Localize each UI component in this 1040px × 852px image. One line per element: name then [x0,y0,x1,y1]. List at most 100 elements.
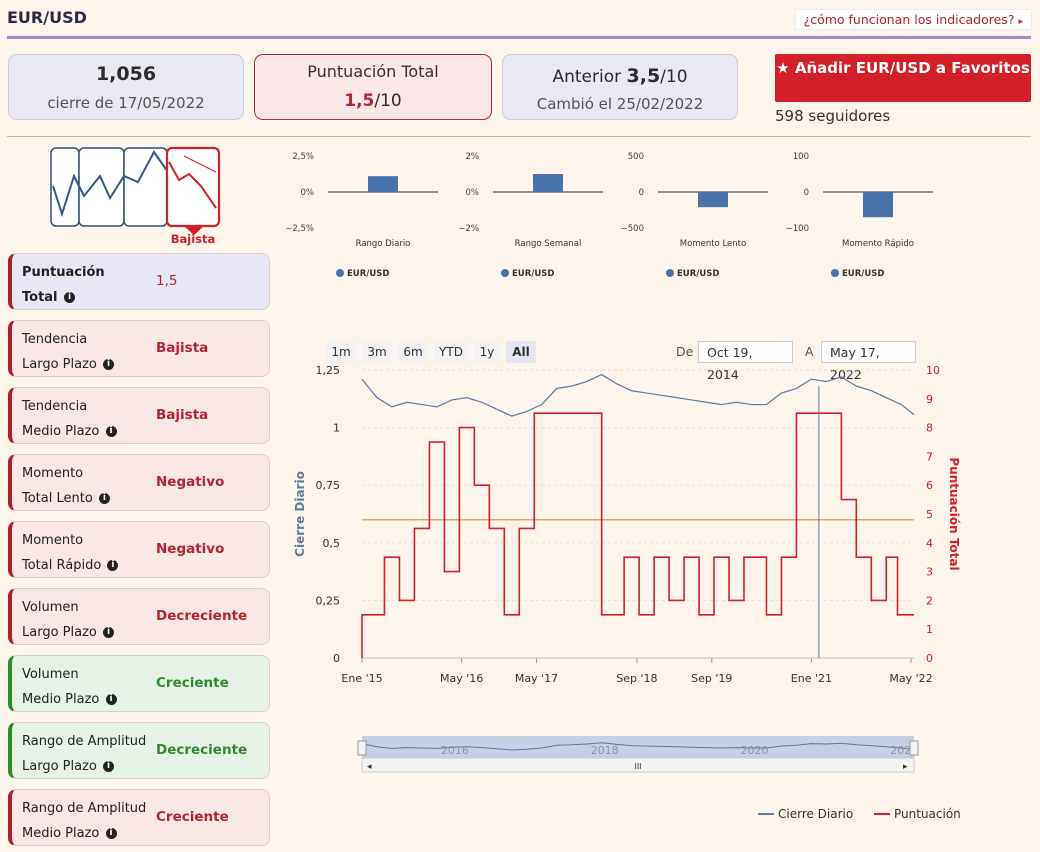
previous-score-box: Anterior 3,5/10 Cambió el 25/02/2022 [502,54,738,120]
close-box: 1,056 cierre de 17/05/2022 [8,54,244,120]
score-card-line1: Rango de Amplitud [22,801,147,816]
close-price-line [361,373,915,417]
range-button-ytd[interactable]: YTD [434,341,468,363]
mini-chart-legend-label[interactable]: EUR/USD [347,269,389,279]
navigator-year: 2016 [441,744,469,757]
mini-chart-y-tick: −2% [458,224,479,234]
scroll-grip-icon[interactable]: III [634,762,641,771]
score-card[interactable]: Tendencia Largo Plazo i Bajista [8,320,270,377]
x-tick-label: May '17 [515,672,558,685]
y-right-tick: 6 [926,479,933,492]
score-card-line2: Largo Plazo [22,357,97,372]
total-score-display: 1,5/10 [255,91,491,111]
y-right-tick: 0 [926,652,933,665]
mini-chart-x-label: Momento Lento [680,239,746,249]
help-link-label[interactable]: ¿cómo funcionan los indicadores? [803,12,1015,27]
y-left-tick: 0,25 [316,594,341,607]
close-label: cierre de 17/05/2022 [47,94,205,112]
y-left-label: Cierre Diario [293,471,307,557]
mini-chart-legend-label[interactable]: EUR/USD [677,269,719,279]
trend-phase-line [52,150,169,218]
range-button-6m[interactable]: 6m [398,341,428,363]
x-tick-label: Sep '19 [691,672,732,685]
mini-chart-x-label: Rango Semanal [515,239,582,249]
y-right-tick: 5 [926,508,933,521]
y-right-tick: 10 [926,364,940,377]
add-to-favorites-button[interactable]: ★ Añadir EUR/USD a Favoritos [775,54,1031,102]
trend-phase-card-1 [50,147,80,227]
score-card-value: Bajista [156,340,209,356]
info-icon[interactable]: i [103,359,114,370]
x-tick-label: May '22 [889,672,932,685]
info-icon[interactable]: i [105,694,117,705]
range-button-all[interactable]: All [506,341,536,363]
info-icon[interactable]: i [98,493,110,504]
scroll-left-arrow-icon[interactable]: ◂ [367,762,372,772]
mini-chart-bar [863,192,893,218]
x-tick-label: May '16 [440,672,483,685]
star-icon: ★ [776,59,790,77]
info-icon[interactable]: i [64,292,76,303]
range-button-3m[interactable]: 3m [362,341,392,363]
mini-chart-y-tick: 0 [804,188,809,198]
y-left-tick: 1,25 [316,364,341,377]
score-card[interactable]: Rango de Amplitud Largo Plazo i Decrecient… [8,722,270,779]
x-tick-label: Sep '18 [616,672,657,685]
info-icon[interactable]: i [105,828,117,839]
date-to-input[interactable]: May 17, 2022 [821,341,916,382]
info-icon[interactable]: i [103,627,114,638]
add-to-favorites-label[interactable]: Añadir EUR/USD a Favoritos [794,59,1030,77]
score-card[interactable]: Rango de Amplitud Medio Plazo i Creciente [8,789,270,846]
help-link[interactable]: ¿cómo funcionan los indicadores? ▸ [794,9,1032,30]
y-right-tick: 9 [926,393,933,406]
score-card-label: Momento Total Lento i [22,461,172,511]
mini-chart-legend-label[interactable]: EUR/USD [842,269,884,279]
navigator-window[interactable] [362,736,914,758]
date-from-input[interactable]: Oct 19, 2014 [698,341,793,382]
navigator-handle[interactable] [909,740,919,756]
mini-chart-y-tick: 2% [466,152,480,162]
score-card[interactable]: Momento Total Lento i Negativo [8,454,270,511]
info-icon[interactable]: i [105,426,117,437]
mini-chart-bar [368,176,398,192]
legend-marker [501,269,509,277]
mini-chart-y-tick: 500 [628,152,644,162]
y-left-tick: 0 [333,652,340,665]
chevron-right-icon: ▸ [1018,17,1023,27]
range-button-1y[interactable]: 1y [474,341,500,363]
score-card-line2: Largo Plazo [22,625,97,640]
info-icon[interactable]: i [103,761,114,772]
navigator-handle[interactable] [357,740,367,756]
navigator-scrollbar[interactable] [361,757,915,773]
score-card-line2: Medio Plazo [22,692,100,707]
score-card-label: Momento Total Rápido i [22,528,172,578]
score-card[interactable]: Momento Total Rápido i Negativo [8,521,270,578]
header-divider [7,36,1031,39]
trend-phase-icon: Bajista [50,146,221,246]
y-right-tick: 2 [926,594,933,607]
y-right-tick: 7 [926,450,933,463]
y-right-tick: 1 [926,623,933,636]
score-card-value: Creciente [156,675,229,691]
y-left-tick: 0,5 [323,537,341,550]
scroll-right-arrow-icon[interactable]: ▸ [903,762,908,772]
legend-label-close[interactable]: Cierre Diario [778,807,853,821]
y-right-tick: 4 [926,537,933,550]
trend-phase-pointer [184,226,204,235]
score-card-line2: Medio Plazo [22,826,100,841]
legend-marker [666,269,674,277]
score-card[interactable]: Puntuación Total i 1,5 [8,253,270,310]
mini-chart: 2,5% 0% −2,5% Rango Diario EUR/USD [285,152,438,279]
score-card-value: Decreciente [156,608,248,624]
mini-chart-bar [698,192,728,208]
score-line [361,412,914,658]
score-card[interactable]: Volumen Largo Plazo i Decreciente [8,588,270,645]
score-card[interactable]: Volumen Medio Plazo i Creciente [8,655,270,712]
mini-chart: 500 0 −500 Momento Lento EUR/USD [621,152,768,279]
legend-label-score[interactable]: Puntuación [894,807,961,821]
mini-chart-legend-label[interactable]: EUR/USD [512,269,554,279]
score-card-label: Volumen Medio Plazo i [22,662,172,712]
range-button-1m[interactable]: 1m [326,341,356,363]
score-card[interactable]: Tendencia Medio Plazo i Bajista [8,387,270,444]
info-icon[interactable]: i [107,560,119,571]
